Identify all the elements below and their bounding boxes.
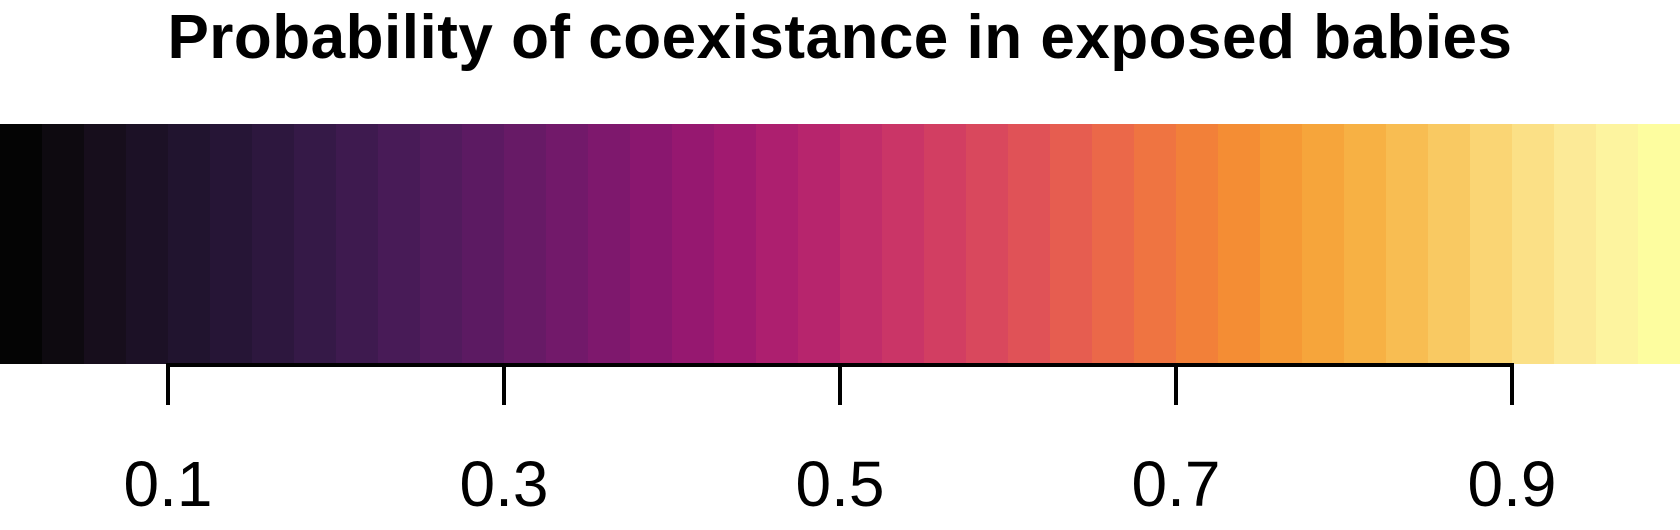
colorbar-segment [420,124,463,364]
colorbar-segment [882,124,925,364]
colorbar-segment [1428,124,1471,364]
colorbar-segment [126,124,169,364]
colorbar-segment [756,124,799,364]
colorbar-segment [966,124,1009,364]
colorbar-segment [462,124,505,364]
colorbar-segment [714,124,757,364]
colorbar-segment [1050,124,1093,364]
colorbar-segment [42,124,85,364]
colorbar-segment [1008,124,1051,364]
colorbar-segment [1260,124,1303,364]
colorbar-segment [1638,124,1680,364]
colorbar-segment [294,124,337,364]
colorbar-segment [1302,124,1345,364]
colorbar-segment [1176,124,1219,364]
colorbar-segment [588,124,631,364]
axis-ticks: 0.1 0.3 0.5 0.7 0.9 [124,365,1557,520]
colorbar-segment [1470,124,1513,364]
tick-label: 0.3 [460,448,549,520]
colorbar-segment [252,124,295,364]
colorbar-segment [630,124,673,364]
colorbar-segment [504,124,547,364]
colorbar-segment [1092,124,1135,364]
tick-label: 0.9 [1468,448,1557,520]
colorbar-segment [672,124,715,364]
colorbar-segment [84,124,127,364]
colorbar-segment [1512,124,1555,364]
colorbar-segment [336,124,379,364]
colorbar-segment [168,124,211,364]
colorbar-segment [1218,124,1261,364]
tick-label: 0.7 [1132,448,1221,520]
colorbar-segment [1386,124,1429,364]
colorbar-segment [0,124,43,364]
tick-label: 0.1 [124,448,213,520]
colorbar-segment [1554,124,1597,364]
colorbar-segment [1344,124,1387,364]
colorbar-segment [378,124,421,364]
colorbar-segment [546,124,589,364]
tick-label: 0.5 [796,448,885,520]
colorbar-segment [1134,124,1177,364]
colorbar-segment [210,124,253,364]
chart-title: Probability of coexistance in exposed ba… [167,3,1513,72]
colorbar-segment [798,124,841,364]
colorbar-segment [840,124,883,364]
colorbar-segment [924,124,967,364]
colorbar-gradient [0,124,1680,364]
colorbar-segment [1596,124,1639,364]
